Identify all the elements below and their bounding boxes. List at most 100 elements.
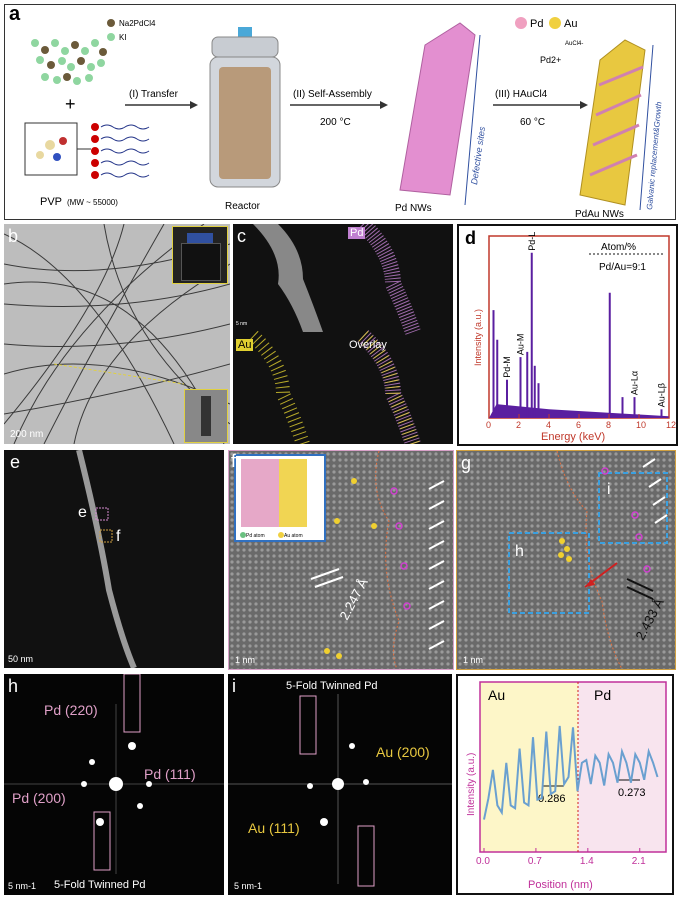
temp1-label: 200 °C: [320, 117, 351, 128]
scale-bar-b: 200 nm: [10, 429, 44, 440]
panel-i: i 5-Fold Twinned Pd Au (200) Au (111) 5 …: [228, 674, 452, 895]
legend-na: Na2PdCl4: [119, 19, 156, 28]
region-e-tag: e: [78, 504, 87, 521]
precursor-dots: [31, 19, 115, 85]
legend-au: Au: [564, 18, 577, 30]
j-tick-label: 0.0: [476, 856, 490, 867]
d-ylabel: Intensity (a.u.): [473, 309, 483, 366]
panel-label-h: h: [8, 676, 19, 696]
d-xlabel: Energy (keV): [541, 431, 605, 443]
atomic-resolution-g: 2.433 Å: [457, 451, 675, 669]
i-highlight-top: [299, 695, 317, 755]
d-legend-title: Atom/%: [601, 242, 636, 253]
panel-b: b 200 nm: [4, 224, 230, 444]
pvp-mw: (MW ~ 55000): [67, 198, 118, 207]
peak-label: Pd-L: [527, 232, 537, 251]
d-tick-label: 8: [606, 420, 611, 430]
panel-c: c Pd Au Overlay 5 nm: [233, 224, 453, 444]
au-map-label: Au: [236, 339, 254, 351]
panel-label-b: b: [8, 226, 19, 246]
reactor-label: Reactor: [225, 201, 261, 212]
panel-label-d: d: [465, 228, 476, 248]
j-au-label: Au: [488, 687, 505, 703]
h-caption: 5-Fold Twinned Pd: [54, 879, 146, 891]
j-ylabel: Intensity (a.u.): [466, 753, 477, 816]
panel-a-schematic: Na2PdCl4 KI + PVP (MW ~ 55000) (I) Trans…: [24, 17, 663, 220]
pd-map-label: Pd: [348, 227, 366, 239]
legend-pd: Pd: [530, 18, 543, 30]
peak-label: Au-Lα: [630, 371, 640, 395]
region-i-box: [598, 472, 668, 544]
overlay-label: Overlay: [349, 339, 387, 351]
profile-line: [483, 725, 659, 820]
d-tick-label: 2: [516, 420, 521, 430]
edge-arrows: [428, 480, 445, 650]
temp2-label: 60 °C: [520, 117, 545, 128]
h-highlight-top: [123, 674, 141, 733]
region-i-tag: i: [607, 481, 611, 498]
haadf-nanowire: [76, 450, 137, 668]
plus-sign: +: [65, 94, 76, 114]
panel-g: 2.433 Å g h i 1 nm: [456, 450, 676, 670]
pd-atom-label: Pd atom: [246, 533, 265, 539]
i-highlight-bottom: [357, 825, 375, 887]
scale-bar-f: 1 nm: [235, 655, 256, 665]
panel-a: a Na2PdCl4 KI + PVP (MW ~ 55000): [4, 3, 676, 220]
region-h-tag: h: [515, 543, 524, 560]
peak-label: Pd-M: [502, 356, 512, 378]
eds-mapping: [233, 224, 453, 444]
defective-bracket: [464, 34, 481, 206]
eds-spectrum-chart: Intensity (a.u.) Energy (keV) Atom/% Pd/…: [473, 232, 676, 443]
panel-label-a: a: [9, 3, 21, 25]
scale-bar-c: 5 nm: [236, 321, 248, 327]
j-tick-label: 1.4: [580, 856, 594, 867]
fft-pattern-i: [228, 694, 452, 887]
panel-j: Intensity (a.u.) Position (nm) Au Pd 0.2…: [456, 674, 674, 895]
pd220-label: Pd (220): [44, 702, 98, 718]
d-tick-label: 12: [666, 420, 676, 430]
step1-label: (I) Transfer: [129, 89, 179, 100]
step2-label: (II) Self-Assembly: [293, 89, 372, 100]
region-h-box: [508, 532, 590, 614]
d-tick-label: 4: [546, 420, 551, 430]
pdau-nws-label: PdAu NWs: [575, 209, 624, 217]
d-tick-label: 10: [636, 420, 646, 430]
scale-bar-e: 50 nm: [8, 654, 34, 664]
bottle-photo-inset: [172, 226, 228, 284]
defective-label: Defective sites: [469, 125, 487, 185]
pd-nanowire: [399, 22, 476, 196]
galvanic-bracket: [639, 44, 654, 211]
region-f-tag: f: [116, 528, 121, 545]
scale-bar-h: 5 nm-1: [8, 881, 37, 891]
panel-h: h Pd (220) Pd (111) Pd (200) 5-Fold Twin…: [4, 674, 224, 895]
atomic-resolution-f: 2.247 Å Pd atom Au atom: [229, 451, 453, 669]
j-d1: 0.286: [538, 793, 566, 805]
panel-f: 2.247 Å Pd atom Au atom f 1 nm: [228, 450, 454, 670]
j-tick-label: 0.7: [528, 856, 542, 867]
i-title: 5-Fold Twinned Pd: [286, 680, 378, 692]
line-profile-chart: Intensity (a.u.) Position (nm) Au Pd 0.2…: [466, 681, 667, 891]
panel-label-f: f: [231, 451, 237, 471]
scale-bar-i: 5 nm-1: [234, 881, 263, 891]
pvp-chains: [91, 123, 150, 179]
peak-label: Au-Lβ: [657, 383, 667, 407]
j-pd-label: Pd: [594, 687, 611, 703]
panel-label-i: i: [232, 676, 236, 696]
scale-bar-g: 1 nm: [463, 655, 484, 665]
pdau-nanowire: [579, 39, 646, 206]
legend-ki: KI: [119, 33, 127, 42]
panel-e: e e f 50 nm: [4, 450, 224, 668]
au200-label: Au (200): [376, 744, 430, 760]
d-tick-label: 6: [576, 420, 581, 430]
au-atom-label: Au atom: [284, 533, 303, 539]
peak-label: Au-M: [516, 334, 526, 356]
pd111-label: Pd (111): [144, 766, 196, 782]
pvp-label: PVP: [40, 196, 62, 208]
j-xlabel: Position (nm): [528, 879, 593, 891]
d-tick-label: 0: [486, 420, 491, 430]
pd2-label: Pd2+: [540, 55, 561, 65]
step3-label: (III) HAuCl4: [495, 89, 548, 100]
fft-pattern-h: [4, 674, 224, 874]
au111-label: Au (111): [248, 820, 300, 836]
h-highlight-bottom: [93, 811, 111, 871]
